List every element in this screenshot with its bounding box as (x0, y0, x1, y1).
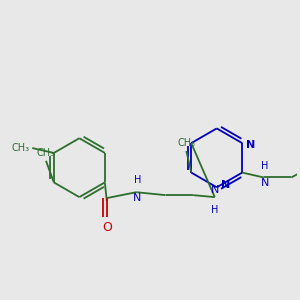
Text: H: H (134, 175, 141, 185)
Text: CH₃: CH₃ (11, 143, 29, 153)
Text: N: N (246, 140, 255, 150)
Text: N: N (221, 180, 230, 190)
Text: O: O (102, 221, 112, 234)
Text: N: N (211, 185, 219, 195)
Text: N: N (261, 178, 269, 188)
Text: H: H (261, 160, 268, 171)
Text: N: N (133, 193, 141, 203)
Text: H: H (211, 205, 218, 215)
Text: CH₃: CH₃ (37, 148, 55, 158)
Text: CH₃: CH₃ (177, 138, 195, 148)
